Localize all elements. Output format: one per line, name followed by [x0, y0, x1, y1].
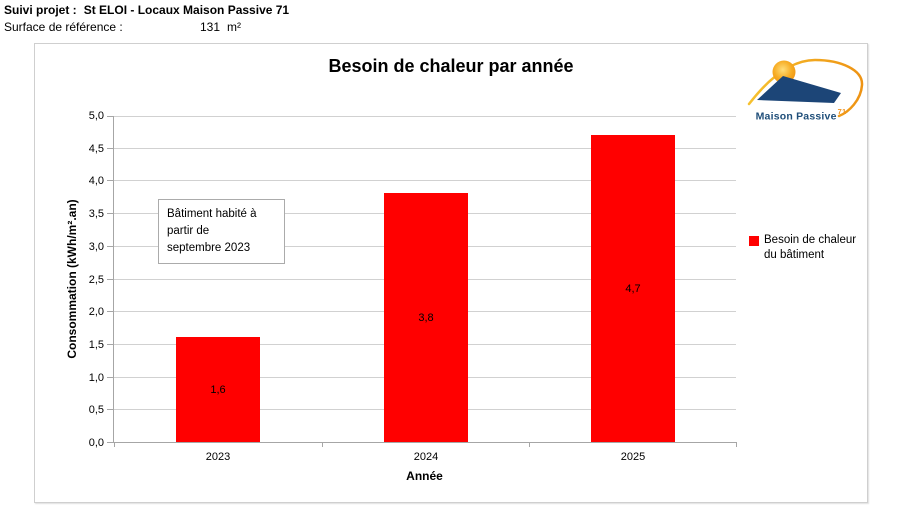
document-header: Suivi projet : St ELOI - Locaux Maison Pa… [4, 2, 289, 35]
plot-area: 0,0 0,5 1,0 1,5 2,0 2,5 3,0 3,5 4,0 4,5 5,0 1,6 2023… [89, 110, 737, 463]
chart-title[interactable]: Besoin de chaleur par année [328, 56, 574, 76]
bar-value-label: 3,8 [418, 311, 434, 324]
bar-2023[interactable]: 1,6 [176, 337, 260, 442]
x-category-label: 2023 [205, 451, 231, 463]
y-tick [107, 213, 114, 214]
y-tick-label: 0,5 [88, 404, 104, 417]
bar-value-label: 1,6 [210, 383, 226, 396]
y-tick [107, 311, 114, 312]
logo-name: Maison Passive [755, 110, 837, 123]
surface-label: Surface de référence : [4, 20, 123, 34]
logo-number: 71 [837, 107, 847, 116]
y-tick [107, 148, 114, 149]
y-tick-label: 4,0 [88, 175, 104, 188]
chart-frame[interactable]: Besoin de chaleur par année [34, 43, 868, 503]
y-tick-label: 2,5 [88, 273, 104, 286]
y-tick [107, 442, 114, 443]
y-tick-label: 1,0 [88, 371, 104, 384]
y-tick-label: 0,0 [88, 437, 104, 449]
legend[interactable]: Besoin de chaleur du bâtiment [749, 233, 870, 263]
y-tick [107, 377, 114, 378]
project-label: Suivi projet : [4, 3, 77, 17]
y-tick [107, 116, 114, 117]
y-tick [107, 409, 114, 410]
project-row: Suivi projet : St ELOI - Locaux Maison Pa… [4, 2, 289, 18]
surface-value: 131 [200, 20, 221, 34]
x-category-label: 2025 [620, 451, 646, 463]
x-tick [114, 442, 115, 447]
y-tick [107, 344, 114, 345]
bar-2024[interactable]: 3,8 [384, 193, 468, 442]
surface-row: Surface de référence : 131 m² [4, 20, 289, 35]
y-tick [107, 279, 114, 280]
x-axis-title: Année [406, 469, 443, 483]
gridline [114, 148, 736, 149]
project-value: St ELOI - Locaux Maison Passive 71 [83, 3, 290, 17]
logo-text: Maison Passive71 [741, 107, 861, 123]
gridline [114, 180, 736, 181]
x-tick [529, 442, 530, 447]
annotation-box[interactable]: Bâtiment habité à partir de septembre 20… [158, 199, 285, 264]
legend-label: Besoin de chaleur du bâtiment [764, 234, 857, 261]
y-tick-label: 5,0 [88, 110, 104, 122]
y-tick-label: 3,5 [88, 208, 104, 221]
legend-swatch [749, 236, 759, 246]
sun-icon [772, 60, 796, 84]
gridline [114, 116, 736, 117]
bar-2025[interactable]: 4,7 [591, 135, 675, 442]
x-category-label: 2024 [413, 451, 439, 463]
y-tick [107, 180, 114, 181]
maison-passive-logo: Maison Passive71 [741, 52, 869, 124]
roof-icon [757, 76, 841, 103]
y-tick-label: 1,5 [88, 338, 104, 351]
y-tick-label: 4,5 [88, 142, 104, 155]
surface-unit: m² [227, 20, 242, 34]
x-tick [736, 442, 737, 447]
y-tick-label: 3,0 [88, 240, 104, 253]
bar-value-label: 4,7 [625, 282, 641, 295]
x-tick [322, 442, 323, 447]
logo-graphic [747, 58, 864, 118]
y-tick-label: 2,0 [88, 306, 104, 319]
y-tick [107, 246, 114, 247]
